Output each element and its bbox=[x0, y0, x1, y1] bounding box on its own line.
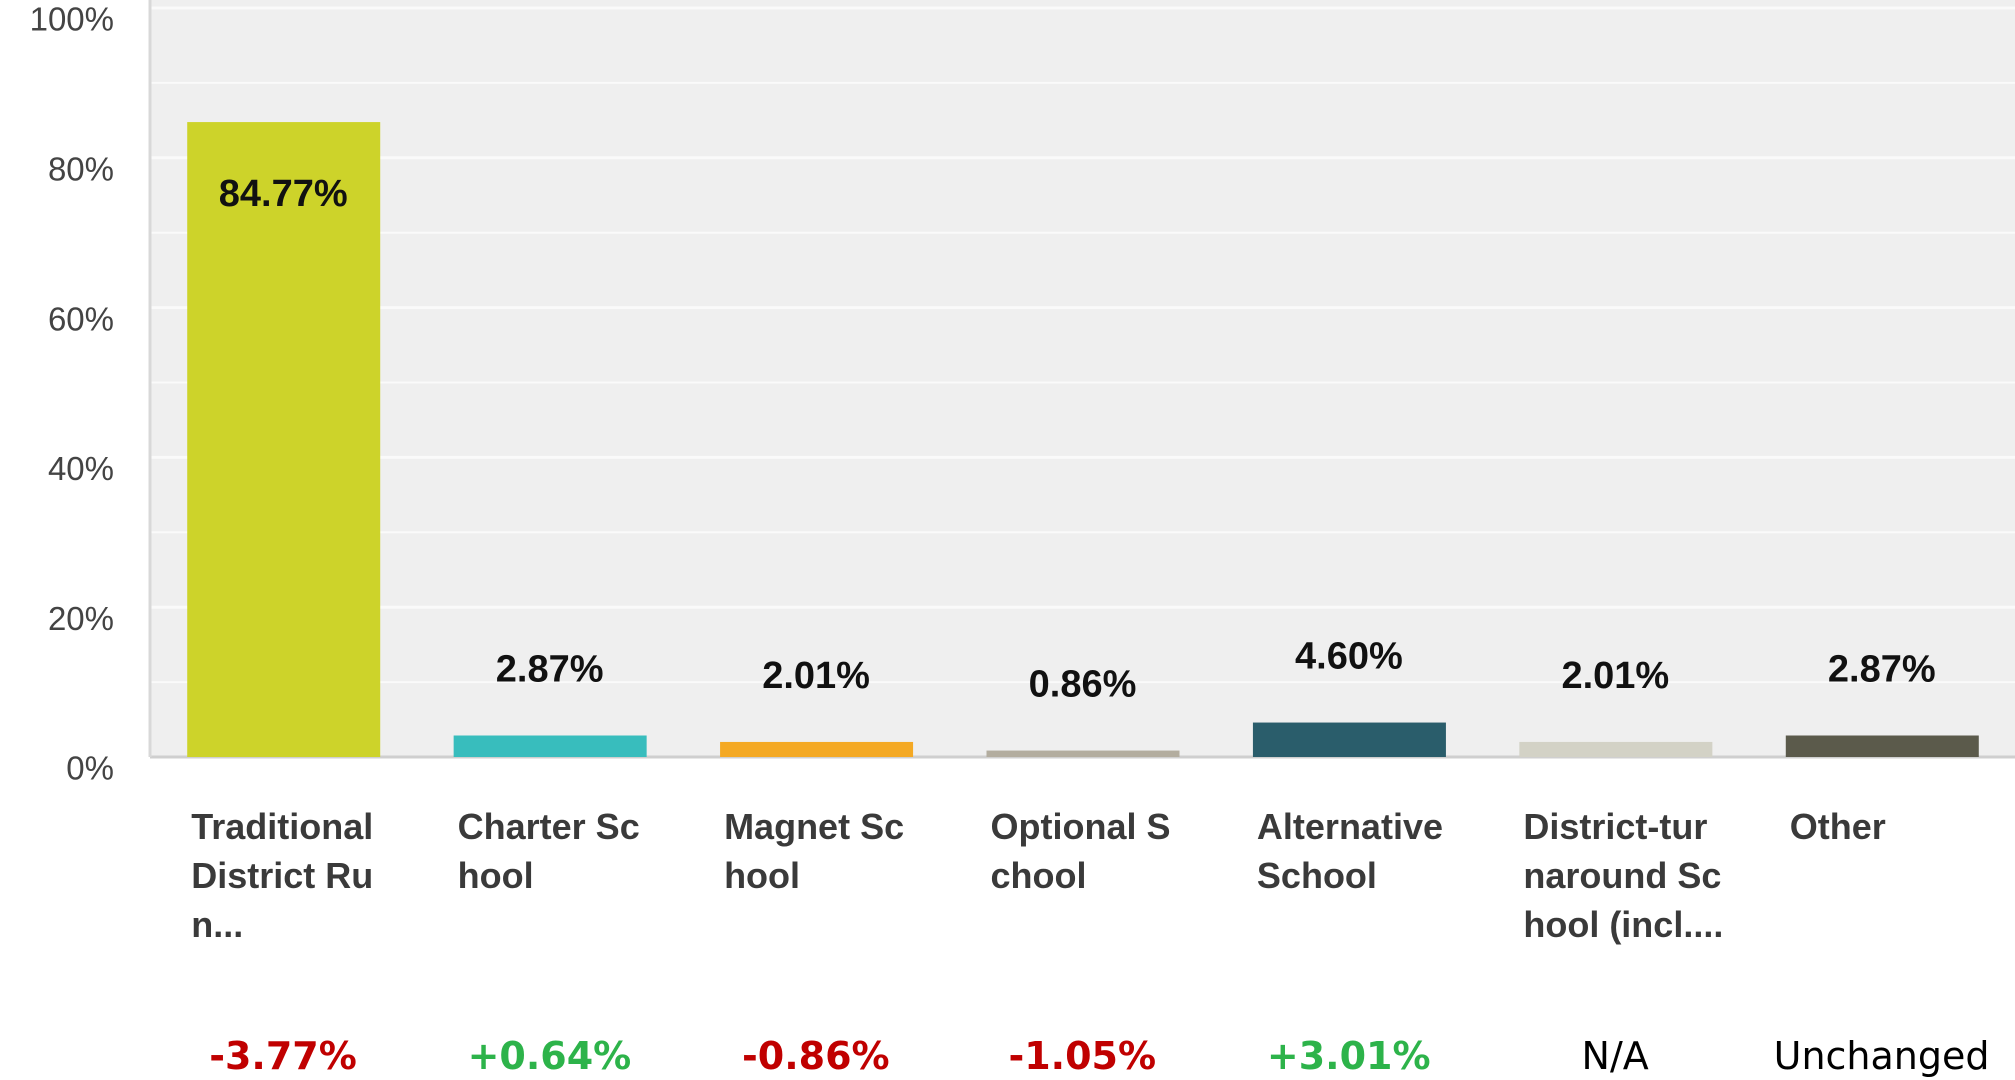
bar bbox=[720, 741, 914, 757]
bar bbox=[187, 122, 381, 758]
x-tick-label: Other bbox=[1789, 806, 1886, 847]
bar bbox=[1785, 735, 1979, 757]
bar bbox=[1519, 741, 1713, 757]
y-tick-label: 40% bbox=[48, 450, 114, 487]
y-tick-label: 60% bbox=[48, 300, 114, 337]
change-label: +0.64% bbox=[467, 1034, 632, 1078]
y-tick-label: 100% bbox=[30, 1, 114, 38]
value-label: 2.87% bbox=[1828, 649, 1936, 691]
value-label: 2.87% bbox=[496, 649, 604, 691]
change-label: -3.77% bbox=[209, 1034, 357, 1078]
y-tick-label: 80% bbox=[48, 151, 114, 188]
change-label: +3.01% bbox=[1266, 1034, 1431, 1078]
x-tick-label: Magnet School bbox=[724, 806, 905, 896]
change-label: -0.86% bbox=[742, 1034, 890, 1078]
bar bbox=[1252, 722, 1446, 757]
value-label: 84.77% bbox=[219, 173, 348, 215]
x-tick-label: Optional School bbox=[990, 806, 1171, 896]
value-label: 2.01% bbox=[762, 655, 870, 697]
chart: 0% 20% 40% 60% 80% 100% 84.77% 2.87% 2.01% 0.86% 4… bbox=[30, 0, 2015, 780]
change-label: -1.05% bbox=[1008, 1034, 1157, 1078]
change-label: Unchanged bbox=[1773, 1034, 1990, 1078]
plot-background bbox=[150, 0, 2015, 757]
y-tick-label: 20% bbox=[48, 600, 114, 637]
value-label: 2.01% bbox=[1561, 655, 1669, 697]
change-label: N/A bbox=[1581, 1034, 1649, 1078]
y-tick-label: 0% bbox=[66, 750, 114, 780]
x-tick-label: Traditional District Run... bbox=[191, 806, 374, 945]
bar bbox=[986, 750, 1180, 757]
x-tick-label: Charter School bbox=[457, 806, 640, 896]
x-tick-label: Alternative School bbox=[1256, 806, 1443, 896]
value-label: 0.86% bbox=[1029, 664, 1137, 706]
bar bbox=[453, 735, 647, 757]
value-label: 4.60% bbox=[1295, 636, 1403, 678]
x-tick-label: District-turnaround School (incl.... bbox=[1523, 806, 1724, 945]
